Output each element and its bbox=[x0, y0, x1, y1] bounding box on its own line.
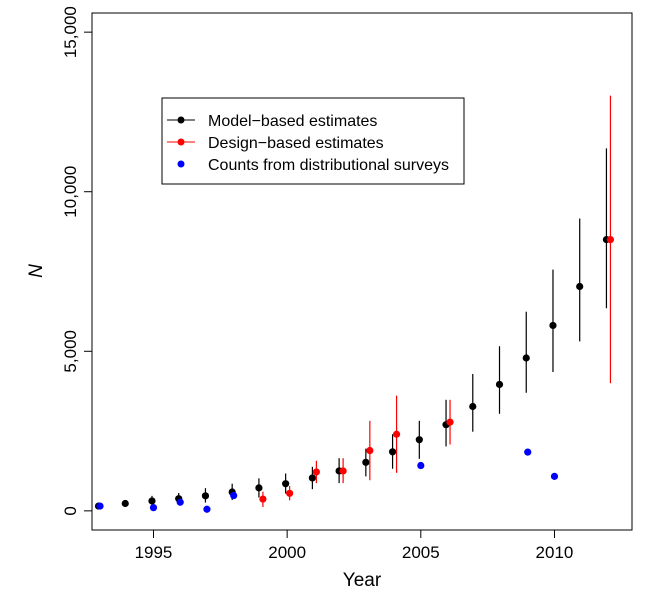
data-point-1-0 bbox=[259, 495, 267, 503]
legend: Model−based estimates Design−based estim… bbox=[161, 97, 465, 185]
data-point-2-2 bbox=[176, 498, 184, 506]
data-point-0-15 bbox=[495, 380, 504, 389]
data-point-0-8 bbox=[308, 474, 316, 482]
series-0 bbox=[94, 148, 611, 510]
data-point-1-1 bbox=[286, 489, 294, 497]
data-point-2-5 bbox=[417, 461, 425, 470]
legend-marker-design bbox=[177, 138, 185, 146]
y-axis: 0 5,000 10,000 15,000 bbox=[61, 6, 93, 516]
data-point-0-18 bbox=[576, 282, 584, 291]
data-point-2-0 bbox=[96, 502, 104, 510]
legend-marker-counts bbox=[177, 160, 185, 168]
legend-label-design: Design−based estimates bbox=[208, 135, 384, 152]
legend-label-counts: Counts from distributional surveys bbox=[208, 157, 449, 174]
data-point-2-4 bbox=[230, 491, 238, 500]
data-point-2-6 bbox=[524, 448, 532, 456]
series-2 bbox=[96, 448, 559, 513]
data-point-0-2 bbox=[148, 497, 156, 505]
x-tick-label-1: 2000 bbox=[268, 543, 306, 562]
y-tick-label-0: 0 bbox=[61, 506, 80, 515]
data-point-1-5 bbox=[392, 430, 401, 438]
x-tick-label-3: 2010 bbox=[536, 543, 574, 562]
data-point-1-3 bbox=[339, 467, 347, 475]
data-point-0-14 bbox=[469, 402, 477, 411]
data-point-0-7 bbox=[282, 480, 290, 488]
data-point-2-7 bbox=[550, 472, 559, 480]
data-point-0-17 bbox=[549, 321, 557, 330]
data-point-1-6 bbox=[446, 418, 454, 426]
legend-marker-model bbox=[177, 116, 185, 124]
data-point-0-10 bbox=[362, 458, 370, 466]
data-point-0-4 bbox=[201, 492, 210, 500]
x-tick-label-0: 1995 bbox=[135, 543, 173, 562]
legend-box bbox=[161, 97, 465, 185]
data-point-1-4 bbox=[366, 446, 374, 455]
data-point-0-12 bbox=[415, 436, 423, 444]
data-point-0-1 bbox=[121, 499, 129, 508]
x-tick-label-2: 2005 bbox=[402, 543, 440, 562]
y-tick-label-1: 5,000 bbox=[61, 330, 80, 373]
y-tick-label-2: 10,000 bbox=[61, 166, 80, 218]
x-axis-label: Year bbox=[343, 570, 382, 591]
data-point-0-11 bbox=[388, 448, 397, 456]
plot-frame bbox=[91, 12, 633, 531]
x-axis: 1995 2000 2005 2010 bbox=[135, 529, 574, 562]
data-point-0-16 bbox=[522, 354, 530, 362]
data-point-1-7 bbox=[606, 235, 615, 244]
legend-label-model: Model−based estimates bbox=[208, 113, 377, 130]
y-axis-label: N bbox=[26, 264, 47, 278]
series-1 bbox=[259, 95, 615, 508]
data-marks bbox=[94, 95, 615, 513]
data-point-1-2 bbox=[312, 468, 320, 476]
data-point-2-1 bbox=[149, 504, 158, 512]
y-tick-label-3: 15,000 bbox=[61, 6, 80, 58]
data-point-2-3 bbox=[203, 505, 211, 513]
data-point-0-6 bbox=[255, 484, 263, 492]
